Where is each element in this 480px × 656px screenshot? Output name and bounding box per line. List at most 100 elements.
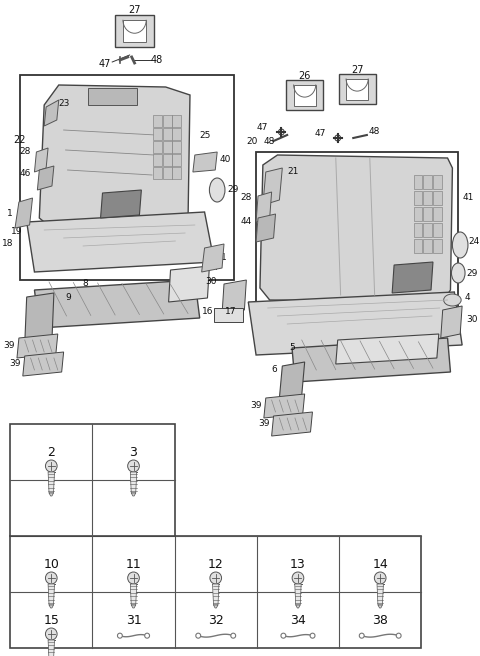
Text: 44: 44 — [241, 218, 252, 226]
Polygon shape — [25, 293, 54, 344]
Polygon shape — [392, 262, 433, 293]
Polygon shape — [213, 584, 219, 605]
Bar — [294, 85, 316, 106]
Text: 39: 39 — [3, 342, 15, 350]
Bar — [433, 207, 442, 221]
Bar — [414, 223, 422, 237]
Bar — [163, 115, 171, 127]
Text: 19: 19 — [12, 228, 23, 237]
Circle shape — [292, 572, 304, 584]
Text: 28: 28 — [19, 148, 31, 157]
Polygon shape — [35, 280, 200, 328]
Text: 23: 23 — [58, 98, 69, 108]
Polygon shape — [296, 605, 300, 608]
Bar — [433, 239, 442, 253]
Text: 29: 29 — [227, 186, 238, 194]
Text: 12: 12 — [208, 558, 224, 571]
Ellipse shape — [451, 263, 465, 283]
Text: 18: 18 — [1, 239, 13, 247]
Text: 29: 29 — [466, 268, 478, 277]
Ellipse shape — [209, 178, 225, 202]
Bar — [339, 74, 376, 104]
Bar — [423, 239, 432, 253]
Bar — [163, 141, 171, 153]
Text: 43: 43 — [416, 276, 427, 285]
Polygon shape — [193, 152, 217, 172]
Text: 48: 48 — [151, 55, 163, 65]
Text: 30: 30 — [466, 316, 478, 325]
Polygon shape — [264, 394, 305, 418]
Polygon shape — [377, 584, 384, 605]
Text: 31: 31 — [126, 613, 142, 626]
Text: 30: 30 — [206, 277, 217, 287]
Polygon shape — [17, 334, 58, 358]
Text: 39: 39 — [9, 359, 21, 369]
Polygon shape — [272, 412, 312, 436]
Circle shape — [231, 633, 236, 638]
Polygon shape — [27, 212, 214, 272]
Text: 40: 40 — [219, 155, 230, 165]
Circle shape — [128, 572, 139, 584]
Polygon shape — [131, 493, 136, 496]
Ellipse shape — [453, 232, 468, 258]
Circle shape — [396, 633, 401, 638]
Text: 22: 22 — [13, 135, 25, 145]
Polygon shape — [256, 214, 276, 242]
Text: 4: 4 — [464, 293, 470, 302]
Polygon shape — [48, 472, 55, 493]
Bar — [153, 154, 162, 166]
Text: 15: 15 — [43, 613, 59, 626]
Polygon shape — [15, 198, 33, 228]
Polygon shape — [49, 605, 53, 608]
Circle shape — [360, 633, 364, 638]
Text: 24: 24 — [468, 237, 479, 247]
Circle shape — [144, 633, 150, 638]
Bar — [153, 128, 162, 140]
Polygon shape — [260, 155, 453, 302]
Text: 11: 11 — [126, 558, 142, 571]
Circle shape — [196, 633, 201, 638]
Text: 25: 25 — [199, 131, 210, 140]
Text: 9: 9 — [66, 293, 72, 302]
Bar — [163, 128, 171, 140]
Bar — [172, 115, 181, 127]
Bar — [414, 239, 422, 253]
Polygon shape — [100, 190, 142, 218]
Bar — [172, 154, 181, 166]
Text: 48: 48 — [369, 127, 380, 136]
Bar — [10, 424, 175, 536]
Bar — [163, 167, 171, 179]
Circle shape — [310, 633, 315, 638]
Polygon shape — [279, 362, 305, 398]
Circle shape — [128, 460, 139, 472]
Polygon shape — [48, 640, 55, 656]
Circle shape — [210, 572, 222, 584]
Polygon shape — [441, 306, 462, 338]
Text: 6: 6 — [272, 365, 277, 375]
Polygon shape — [35, 148, 48, 172]
Text: 39: 39 — [251, 401, 262, 411]
Polygon shape — [23, 352, 64, 376]
Text: 38: 38 — [372, 613, 388, 626]
Bar — [286, 80, 323, 110]
Bar — [172, 141, 181, 153]
Bar — [423, 191, 432, 205]
Ellipse shape — [444, 294, 461, 306]
Polygon shape — [263, 168, 282, 205]
Polygon shape — [168, 266, 209, 302]
Polygon shape — [131, 605, 136, 608]
Bar — [153, 115, 162, 127]
Text: 1: 1 — [221, 253, 227, 262]
Text: 27: 27 — [128, 5, 141, 15]
Bar — [20, 75, 234, 280]
Bar — [214, 308, 243, 322]
Circle shape — [46, 572, 57, 584]
Bar — [423, 207, 432, 221]
Bar — [414, 175, 422, 189]
Bar — [153, 167, 162, 179]
Polygon shape — [292, 338, 450, 382]
Bar — [433, 175, 442, 189]
Polygon shape — [44, 100, 59, 126]
Circle shape — [281, 633, 286, 638]
Text: 3: 3 — [130, 445, 137, 459]
